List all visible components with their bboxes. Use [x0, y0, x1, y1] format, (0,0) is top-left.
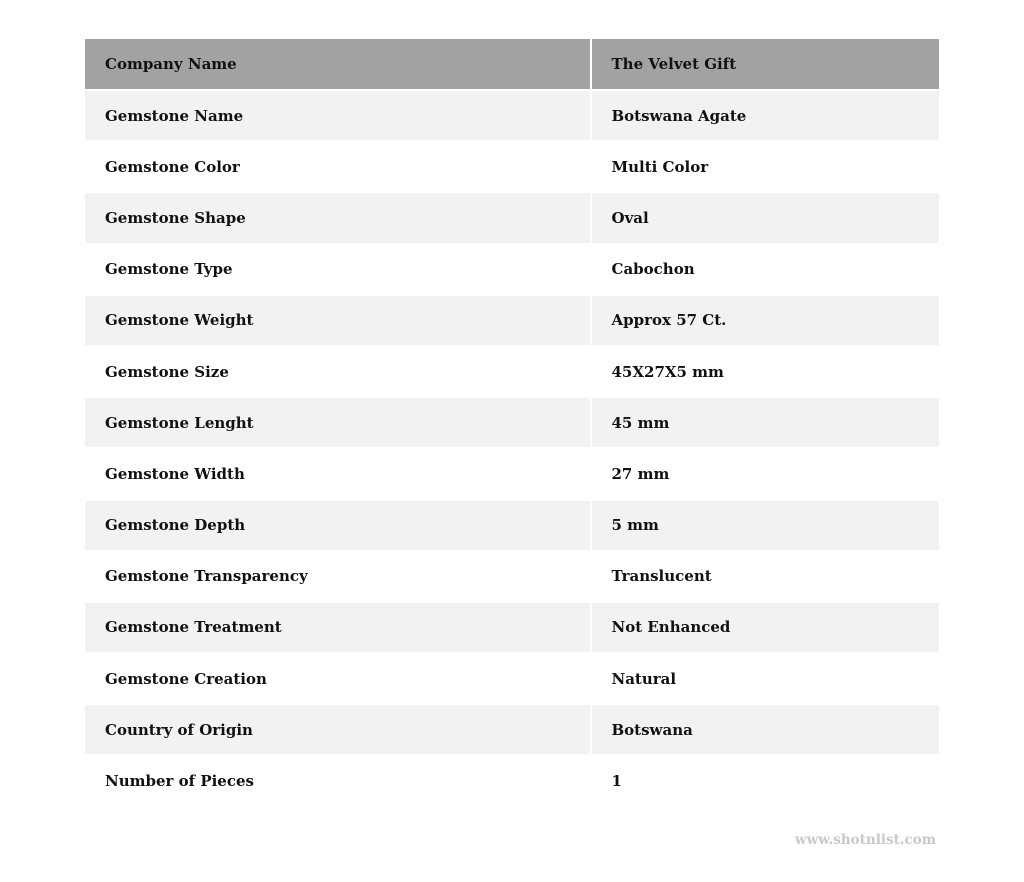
row-label: Gemstone Depth: [85, 500, 590, 550]
table-row: Gemstone Type Cabochon: [85, 244, 939, 294]
table-row: Gemstone Creation Natural: [85, 654, 939, 704]
row-label: Gemstone Weight: [85, 295, 590, 345]
watermark: www.shotnlist.com: [795, 832, 936, 848]
table-row: Gemstone Weight Approx 57 Ct.: [85, 295, 939, 345]
row-label: Gemstone Lenght: [85, 398, 590, 448]
table-row: Country of Origin Botswana: [85, 705, 939, 755]
table-row: Gemstone Name Botswana Agate: [85, 91, 939, 141]
row-label: Country of Origin: [85, 705, 590, 755]
row-label: Gemstone Treatment: [85, 602, 590, 653]
row-label: Gemstone Transparency: [85, 551, 590, 601]
row-label: Gemstone Color: [85, 142, 590, 192]
row-value: Multi Color: [591, 142, 939, 192]
header-value: The Velvet Gift: [591, 39, 939, 89]
row-value: 27 mm: [591, 449, 939, 499]
row-value: Botswana Agate: [591, 91, 939, 141]
row-value: 1: [591, 756, 939, 806]
row-label: Gemstone Size: [85, 346, 590, 397]
row-label: Gemstone Type: [85, 244, 590, 294]
table-row: Gemstone Size 45X27X5 mm: [85, 346, 939, 397]
table-row: Gemstone Shape Oval: [85, 193, 939, 243]
row-value: Translucent: [591, 551, 939, 601]
table-row: Gemstone Color Multi Color: [85, 142, 939, 192]
row-label: Gemstone Name: [85, 91, 590, 141]
table-row: Gemstone Lenght 45 mm: [85, 398, 939, 448]
row-value: Approx 57 Ct.: [591, 295, 939, 345]
row-value: Not Enhanced: [591, 602, 939, 653]
row-label: Gemstone Creation: [85, 654, 590, 704]
table-row: Gemstone Transparency Translucent: [85, 551, 939, 601]
table-row: Gemstone Treatment Not Enhanced: [85, 602, 939, 653]
row-label: Gemstone Shape: [85, 193, 590, 243]
row-label: Number of Pieces: [85, 756, 590, 806]
gemstone-spec-table: Company Name The Velvet Gift Gemstone Na…: [85, 39, 939, 808]
row-value: Cabochon: [591, 244, 939, 294]
row-value: 5 mm: [591, 500, 939, 550]
table-row: Number of Pieces 1: [85, 756, 939, 806]
row-value: 45 mm: [591, 398, 939, 448]
row-label: Gemstone Width: [85, 449, 590, 499]
table-row: Gemstone Width 27 mm: [85, 449, 939, 499]
row-value: Botswana: [591, 705, 939, 755]
table-row: Gemstone Depth 5 mm: [85, 500, 939, 550]
header-label: Company Name: [85, 39, 590, 89]
table-header-row: Company Name The Velvet Gift: [85, 39, 939, 89]
row-value: 45X27X5 mm: [591, 346, 939, 397]
row-value: Oval: [591, 193, 939, 243]
row-value: Natural: [591, 654, 939, 704]
